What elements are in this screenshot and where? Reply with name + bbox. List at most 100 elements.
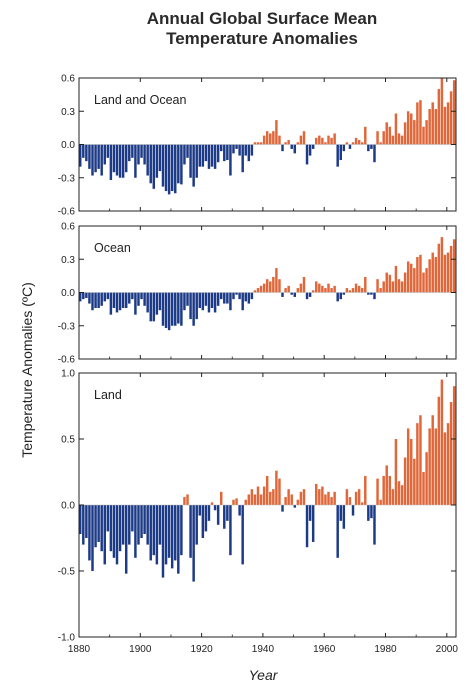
bar-land-and-ocean-1990 — [416, 102, 419, 145]
bar-land-1979 — [382, 475, 385, 505]
bar-land-1958 — [318, 489, 321, 505]
bar-ocean-1883 — [88, 292, 91, 304]
bar-land-and-ocean-1899 — [137, 144, 140, 165]
bar-land-1989 — [413, 458, 416, 505]
ytick-label-ocean-4: 0.6 — [61, 222, 75, 233]
bar-land-1963 — [333, 491, 336, 505]
bar-ocean-1898 — [134, 292, 137, 315]
bar-land-1965 — [339, 505, 342, 521]
xtick-label-2: 1920 — [190, 644, 213, 655]
bar-land-and-ocean-1973 — [364, 126, 367, 145]
xtick-label-1: 1900 — [129, 644, 152, 655]
bar-land-1971 — [357, 489, 361, 505]
bar-land-1929 — [229, 505, 232, 556]
bar-land-1918 — [195, 505, 198, 545]
bar-ocean-1947 — [284, 288, 287, 293]
bar-land-and-ocean-1960 — [324, 142, 327, 145]
bar-land-and-ocean-1956 — [311, 144, 315, 149]
bar-land-1932 — [238, 505, 241, 516]
bar-land-1922 — [207, 505, 211, 521]
bar-land-and-ocean-1929 — [229, 144, 232, 176]
panel-land: -1.0 -0.5 0.0 0.5 1.0 Land 1880 1900 1920 1940 196… — [58, 369, 459, 656]
bar-ocean-1881 — [82, 292, 85, 300]
bar-land-and-ocean-1906 — [158, 144, 162, 172]
bar-land-and-ocean-1935 — [247, 144, 251, 162]
bar-land-1978 — [379, 499, 382, 505]
bar-land-1990 — [416, 423, 419, 505]
bar-ocean-1912 — [177, 292, 180, 324]
bar-land-1968 — [348, 497, 352, 505]
bar-land-and-ocean-1907 — [161, 144, 165, 187]
bar-land-1975 — [370, 505, 373, 519]
bar-land-and-ocean-1945 — [278, 135, 281, 145]
bar-land-1893 — [118, 505, 122, 552]
bar-land-and-ocean-1976 — [373, 144, 376, 163]
bar-ocean-1938 — [256, 288, 260, 293]
bar-land-and-ocean-1912 — [177, 144, 180, 184]
bar-land-and-ocean-1971 — [357, 140, 361, 145]
bar-ocean-1931 — [235, 292, 238, 295]
bar-ocean-1963 — [333, 285, 336, 293]
bar-land-1951 — [296, 499, 300, 505]
bar-land-and-ocean-1903 — [149, 144, 152, 184]
bar-land-and-ocean-1887 — [100, 144, 103, 176]
bar-land-and-ocean-1953 — [302, 131, 306, 145]
bar-land-and-ocean-1948 — [287, 140, 290, 145]
bars-land — [79, 379, 456, 582]
bar-ocean-1950 — [293, 292, 297, 297]
x-axis-label: Year — [249, 667, 279, 683]
bar-ocean-1894 — [121, 292, 125, 309]
ytick-label-ocean-0: -0.6 — [58, 355, 76, 366]
bar-land-and-ocean-1991 — [419, 100, 422, 145]
bar-land-and-ocean-1962 — [330, 137, 333, 145]
bar-land-and-ocean-1881 — [82, 144, 85, 158]
bar-land-and-ocean-2002 — [452, 80, 456, 145]
bar-ocean-1902 — [146, 292, 149, 313]
bar-ocean-1924 — [213, 292, 217, 313]
bar-ocean-1914 — [183, 292, 186, 311]
bar-land-and-ocean-1908 — [164, 144, 168, 192]
bar-ocean-1972 — [360, 288, 364, 293]
bar-land-and-ocean-1979 — [382, 131, 385, 145]
bar-land-and-ocean-1926 — [219, 144, 223, 152]
bar-land-and-ocean-1910 — [170, 144, 174, 192]
bar-land-and-ocean-1999 — [443, 106, 447, 145]
bar-ocean-1935 — [247, 292, 251, 304]
bar-land-1992 — [422, 472, 425, 505]
bar-ocean-1944 — [275, 268, 278, 293]
bar-land-1908 — [164, 505, 168, 565]
bar-land-and-ocean-1936 — [250, 144, 254, 156]
bar-land-1905 — [155, 505, 159, 565]
bar-ocean-1997 — [437, 243, 441, 293]
bar-ocean-1998 — [440, 237, 444, 293]
bar-ocean-1940 — [262, 283, 266, 293]
bar-land-1973 — [364, 475, 367, 505]
bar-land-1948 — [287, 489, 290, 505]
bar-land-and-ocean-1885 — [94, 144, 97, 173]
bar-ocean-1976 — [373, 292, 376, 300]
bar-ocean-1907 — [161, 292, 165, 326]
bars-land-and-ocean — [79, 78, 456, 195]
bar-land-1993 — [425, 452, 428, 505]
bar-ocean-1977 — [376, 279, 379, 293]
bar-land-1977 — [376, 478, 379, 505]
bar-land-1999 — [443, 432, 447, 505]
bar-land-and-ocean-1911 — [174, 144, 177, 194]
bar-land-and-ocean-1985 — [400, 135, 404, 145]
bar-ocean-1966 — [342, 292, 346, 295]
bar-land-1983 — [394, 439, 398, 505]
bar-land-and-ocean-1898 — [134, 144, 137, 178]
bar-ocean-1925 — [216, 292, 220, 306]
bar-ocean-1896 — [128, 292, 131, 304]
bar-land-and-ocean-1888 — [103, 144, 106, 165]
bar-land-1970 — [354, 491, 358, 505]
bar-land-1991 — [419, 415, 422, 505]
bar-land-and-ocean-1944 — [275, 120, 278, 145]
bar-land-1907 — [161, 505, 165, 578]
ytick-label-land-2: 0.0 — [61, 501, 75, 512]
bar-ocean-1917 — [192, 292, 195, 326]
bar-ocean-1888 — [103, 292, 106, 302]
bar-ocean-1913 — [180, 292, 183, 326]
bar-ocean-1980 — [385, 272, 388, 293]
bar-land-1943 — [272, 489, 275, 505]
